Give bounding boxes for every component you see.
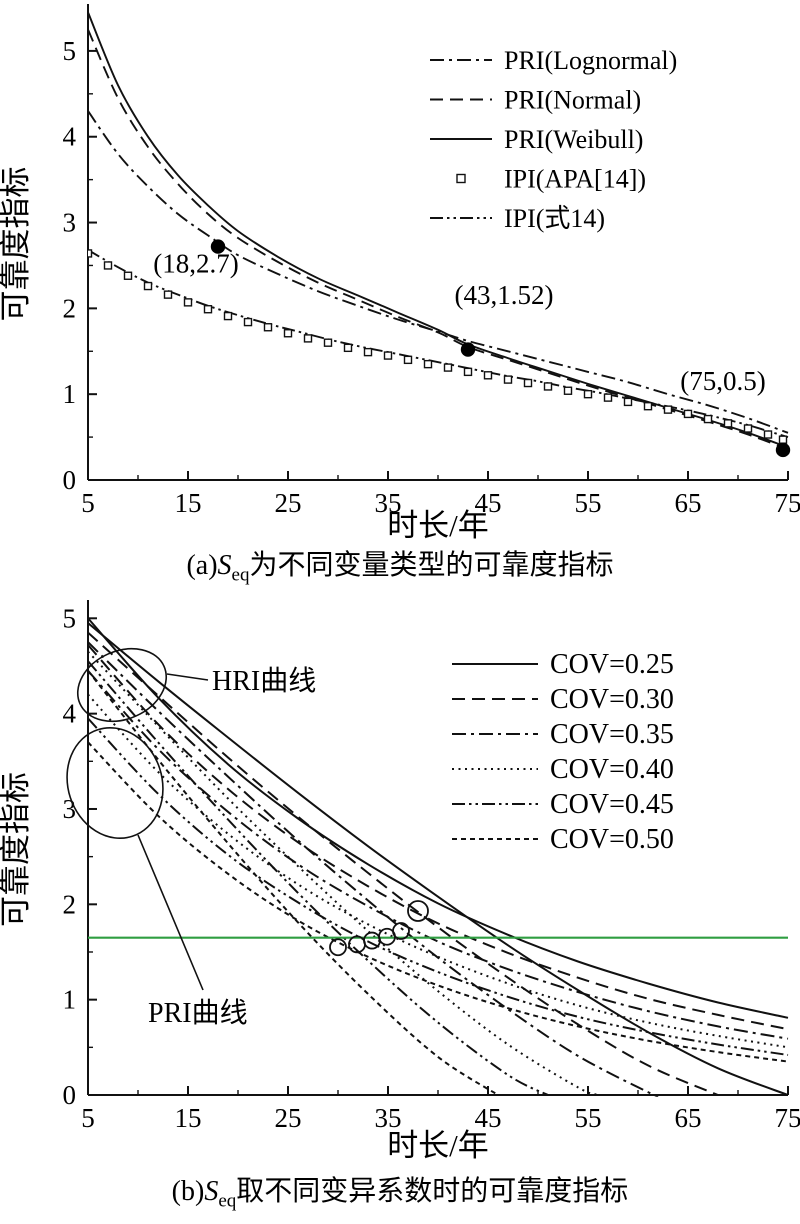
caption-b: (b)Seq取不同变异系数时的可靠度指标 (0, 1172, 800, 1216)
svg-text:5: 5 (81, 488, 95, 518)
svg-text:25: 25 (275, 1103, 302, 1133)
svg-text:45: 45 (475, 488, 502, 518)
svg-text:4: 4 (63, 699, 77, 729)
svg-text:45: 45 (475, 1103, 502, 1133)
caption-b-prefix: (b) (171, 1176, 205, 1207)
svg-text:55: 55 (575, 488, 602, 518)
caption-a-symbol: S (217, 550, 232, 581)
svg-text:COV=0.30: COV=0.30 (550, 684, 674, 715)
svg-text:35: 35 (375, 488, 402, 518)
svg-text:2: 2 (63, 293, 77, 323)
panel-b: 5 15 25 35 45 55 65 75 0 1 2 3 4 5 时长/年 可靠度指标 HRI曲线 PRI曲线… (0, 590, 800, 1216)
svg-text:4: 4 (63, 122, 77, 152)
svg-text:5: 5 (63, 603, 77, 633)
svg-text:可靠度指标: 可靠度指标 (0, 167, 33, 322)
caption-b-subscript: eq (218, 1190, 237, 1212)
svg-text:75: 75 (775, 488, 800, 518)
svg-text:COV=0.40: COV=0.40 (550, 754, 674, 785)
svg-text:75: 75 (775, 1103, 800, 1133)
caption-a-text: 为不同变量类型的可靠度指标 (249, 550, 614, 581)
svg-text:55: 55 (575, 1103, 602, 1133)
svg-text:时长/年: 时长/年 (387, 1128, 489, 1163)
svg-text:HRI曲线: HRI曲线 (212, 665, 316, 697)
svg-text:0: 0 (63, 1080, 77, 1110)
svg-text:COV=0.35: COV=0.35 (550, 719, 674, 750)
svg-text:35: 35 (375, 1103, 402, 1133)
svg-text:(43,1.52): (43,1.52) (455, 280, 554, 310)
svg-text:PRI(Weibull): PRI(Weibull) (504, 125, 643, 154)
panel-a: 5 15 25 35 45 55 65 75 0 1 2 3 4 5 时长/年 可靠度指标 (18,2.7) (4… (0, 0, 800, 590)
svg-text:5: 5 (81, 1103, 95, 1133)
svg-text:COV=0.25: COV=0.25 (550, 649, 674, 680)
caption-a: (a)Seq为不同变量类型的可靠度指标 (0, 546, 800, 590)
svg-text:PRI曲线: PRI曲线 (148, 997, 248, 1029)
caption-b-symbol: S (204, 1176, 219, 1207)
svg-text:15: 15 (175, 488, 202, 518)
svg-text:IPI(APA[14]): IPI(APA[14]) (504, 165, 646, 194)
svg-text:3: 3 (63, 208, 77, 238)
svg-text:1: 1 (63, 985, 77, 1015)
svg-text:65: 65 (675, 1103, 702, 1133)
svg-text:3: 3 (63, 794, 77, 824)
caption-b-text: 取不同变异系数时的可靠度指标 (236, 1176, 629, 1207)
svg-text:时长/年: 时长/年 (387, 508, 489, 543)
svg-text:可靠度指标: 可靠度指标 (0, 772, 33, 927)
svg-text:25: 25 (275, 488, 302, 518)
chart-b-reliability-by-cov: 5 15 25 35 45 55 65 75012345时长/年可靠度指标HRI曲线PRI曲线… (0, 600, 800, 1163)
svg-text:PRI(Normal): PRI(Normal) (504, 86, 641, 115)
svg-text:1: 1 (63, 379, 77, 409)
svg-text:5: 5 (63, 36, 77, 66)
caption-a-prefix: (a) (186, 550, 218, 581)
caption-a-subscript: eq (231, 564, 250, 586)
svg-text:PRI(Lognormal): PRI(Lognormal) (504, 46, 677, 75)
svg-text:(75,0.5): (75,0.5) (680, 366, 765, 396)
svg-text:COV=0.45: COV=0.45 (550, 789, 674, 820)
svg-text:65: 65 (675, 488, 702, 518)
svg-text:IPI(式14): IPI(式14) (504, 204, 605, 233)
svg-text:15: 15 (175, 1103, 202, 1133)
svg-text:2: 2 (63, 889, 77, 919)
svg-text:0: 0 (63, 465, 77, 495)
svg-text:COV=0.50: COV=0.50 (550, 824, 674, 855)
svg-text:(18,2.7): (18,2.7) (153, 248, 238, 278)
